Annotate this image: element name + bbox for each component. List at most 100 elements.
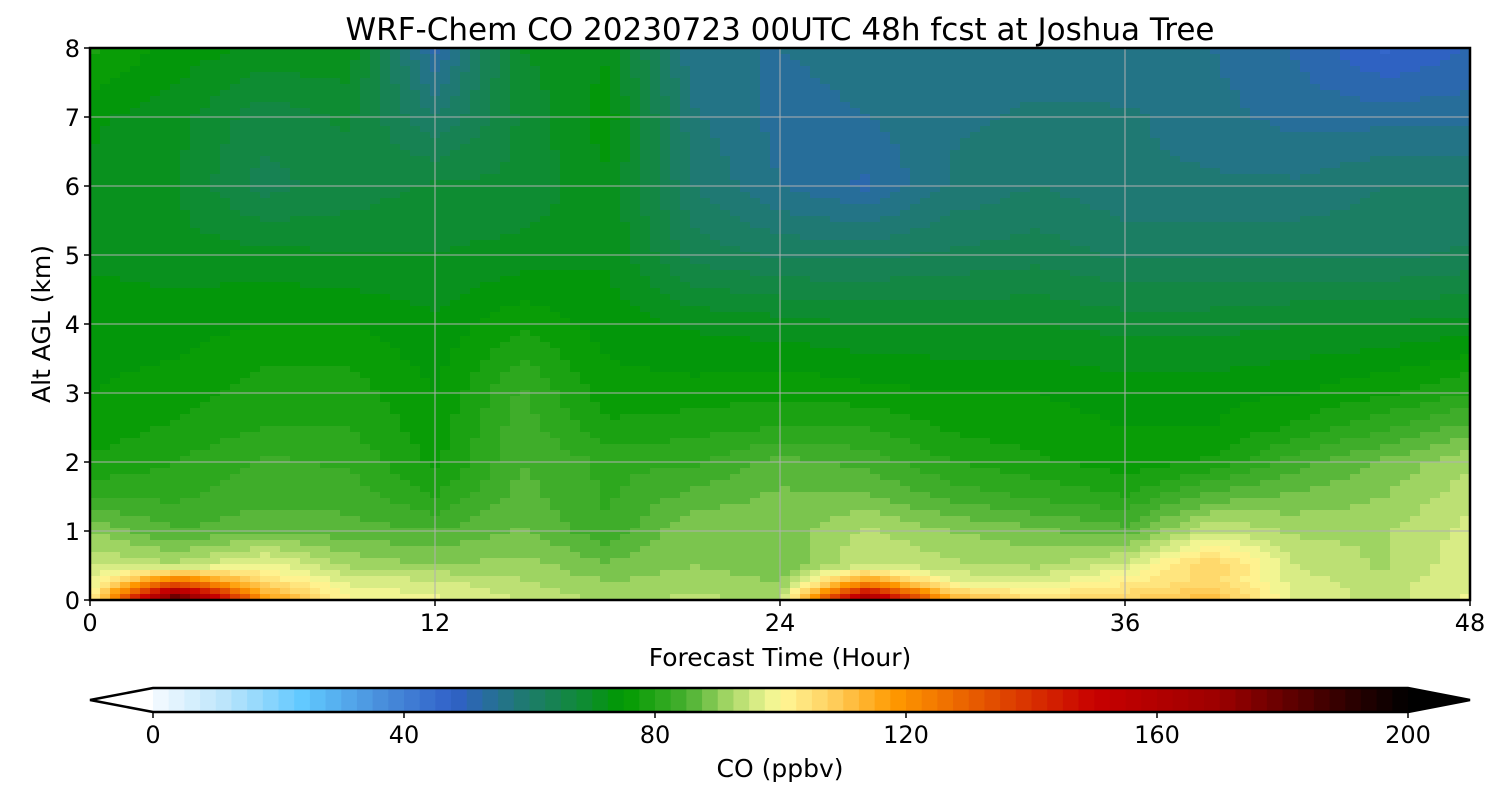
contour-cell <box>270 168 281 175</box>
contour-cell <box>1030 240 1041 247</box>
contour-cell <box>1260 240 1271 247</box>
contour-cell <box>960 126 971 133</box>
contour-cell <box>1050 84 1061 91</box>
contour-cell <box>720 240 731 247</box>
contour-cell <box>470 66 481 73</box>
contour-cell <box>710 60 721 67</box>
contour-cell <box>1050 60 1061 67</box>
contour-cell <box>790 60 801 67</box>
contour-cell <box>640 180 651 187</box>
contour-cell <box>590 174 601 181</box>
contour-cell <box>1110 240 1121 247</box>
contour-cell <box>580 120 591 127</box>
contour-cell <box>800 108 811 115</box>
contour-cell <box>580 168 591 175</box>
contour-cell <box>1060 162 1071 169</box>
contour-cell <box>350 192 361 199</box>
contour-cell <box>130 96 141 103</box>
contour-cell <box>1010 108 1021 115</box>
contour-cell <box>170 84 181 91</box>
contour-cell <box>1260 150 1271 157</box>
contour-cell <box>870 240 881 247</box>
contour-cell <box>650 78 661 85</box>
contour-cell <box>1450 54 1461 61</box>
contour-cell <box>310 78 321 85</box>
contour-cell <box>410 240 421 247</box>
contour-cell <box>270 162 281 169</box>
contour-cell <box>390 234 401 241</box>
contour-cell <box>800 60 811 67</box>
contour-cell <box>1200 138 1211 145</box>
contour-cell <box>880 210 891 217</box>
contour-cell <box>470 162 481 169</box>
contour-cell <box>1130 144 1141 151</box>
contour-cell <box>930 66 941 73</box>
contour-cell <box>1440 84 1451 91</box>
contour-cell <box>910 246 921 253</box>
contour-cell <box>150 228 161 235</box>
contour-cell <box>160 204 171 211</box>
contour-cell <box>680 150 691 157</box>
contour-cell <box>250 210 261 217</box>
contour-cell <box>810 60 821 67</box>
contour-cell <box>230 126 241 133</box>
contour-cell <box>890 72 901 79</box>
contour-cell <box>620 240 631 247</box>
contour-cell <box>160 72 171 79</box>
contour-cell <box>440 228 451 235</box>
contour-cell <box>880 180 891 187</box>
contour-cell <box>210 132 221 139</box>
contour-cell <box>420 198 431 205</box>
contour-cell <box>350 234 361 241</box>
contour-cell <box>210 240 221 247</box>
contour-cell <box>730 108 741 115</box>
contour-cell <box>1130 210 1141 217</box>
contour-cell <box>490 192 501 199</box>
contour-cell <box>960 168 971 175</box>
contour-cell <box>500 222 511 229</box>
contour-cell <box>630 138 641 145</box>
contour-cell <box>220 120 231 127</box>
contour-cell <box>1240 102 1251 109</box>
contour-cell <box>170 96 181 103</box>
contour-cell <box>110 192 121 199</box>
contour-cell <box>1100 96 1111 103</box>
contour-cell <box>780 234 791 241</box>
contour-cell <box>1290 222 1301 229</box>
contour-cell <box>1170 156 1181 163</box>
contour-cell <box>1140 240 1151 247</box>
contour-cell <box>230 210 241 217</box>
contour-cell <box>1370 78 1381 85</box>
contour-cell <box>310 66 321 73</box>
contour-cell <box>1370 192 1381 199</box>
contour-cell <box>330 198 341 205</box>
contour-cell <box>460 216 471 223</box>
contour-cell <box>1210 192 1221 199</box>
contour-cell <box>610 54 621 61</box>
contour-cell <box>700 228 711 235</box>
contour-cell <box>1190 198 1201 205</box>
contour-cell <box>350 216 361 223</box>
contour-cell <box>530 144 541 151</box>
contour-cell <box>380 210 391 217</box>
contour-cell <box>130 264 141 271</box>
contour-cell <box>410 162 421 169</box>
contour-cell <box>420 132 431 139</box>
contour-cell <box>780 210 791 217</box>
contour-cell <box>1430 258 1441 265</box>
contour-cell <box>840 174 851 181</box>
contour-cell <box>1360 144 1371 151</box>
contour-cell <box>680 126 691 133</box>
contour-cell <box>560 174 571 181</box>
contour-cell <box>750 60 761 67</box>
contour-cell <box>280 264 291 271</box>
contour-cell <box>1220 162 1231 169</box>
contour-cell <box>1430 234 1441 241</box>
contour-cell <box>320 60 331 67</box>
contour-cell <box>590 198 601 205</box>
contour-cell <box>720 222 731 229</box>
contour-cell <box>650 246 661 253</box>
contour-cell <box>880 258 891 265</box>
contour-cell <box>820 240 831 247</box>
contour-cell <box>630 84 641 91</box>
